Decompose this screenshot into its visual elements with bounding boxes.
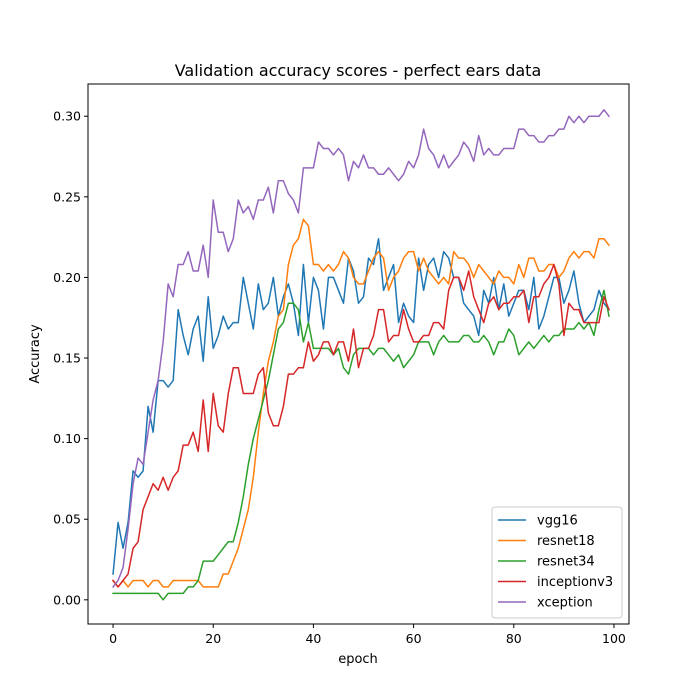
y-axis-label: Accuracy	[28, 324, 43, 384]
y-axis-ticks: 0.00 0.05 0.10 0.15 0.20 0.25 0.30	[53, 109, 88, 607]
x-tick-label: 0	[109, 631, 117, 646]
y-tick-label: 0.25	[53, 189, 81, 204]
x-tick-label: 40	[305, 631, 321, 646]
series-line-xception	[111, 109, 611, 588]
plot-lines	[111, 109, 611, 601]
legend-label-vgg16: vgg16	[537, 514, 578, 529]
y-tick-label: 0.00	[53, 592, 81, 607]
y-tick-label: 0.20	[53, 270, 81, 285]
x-tick-label: 60	[406, 631, 422, 646]
x-axis-ticks: 0 20 40 60 80 100	[109, 624, 626, 646]
x-tick-label: 80	[506, 631, 522, 646]
chart-title: Validation accuracy scores - perfect ear…	[175, 61, 542, 80]
x-tick-label: 100	[602, 631, 626, 646]
legend-label-xception: xception	[537, 596, 593, 611]
y-tick-label: 0.05	[53, 512, 81, 527]
legend: vgg16 resnet18 resnet34 inceptionv3 xception	[491, 506, 623, 619]
legend-label-inceptionv3: inceptionv3	[537, 575, 613, 590]
series-line-vgg16	[112, 238, 611, 575]
plot-frame	[87, 83, 630, 625]
y-tick-label: 0.10	[53, 431, 81, 446]
series-line-inceptionv3	[111, 263, 610, 588]
x-tick-label: 20	[205, 631, 221, 646]
series-line-resnet34	[112, 289, 610, 601]
y-tick-label: 0.30	[53, 109, 81, 124]
y-tick-label: 0.15	[53, 351, 81, 366]
legend-box	[491, 506, 623, 619]
legend-label-resnet18: resnet18	[537, 534, 595, 549]
series-line-resnet18	[111, 218, 611, 588]
legend-label-resnet34: resnet34	[537, 555, 595, 570]
x-axis-label: epoch	[338, 652, 378, 667]
